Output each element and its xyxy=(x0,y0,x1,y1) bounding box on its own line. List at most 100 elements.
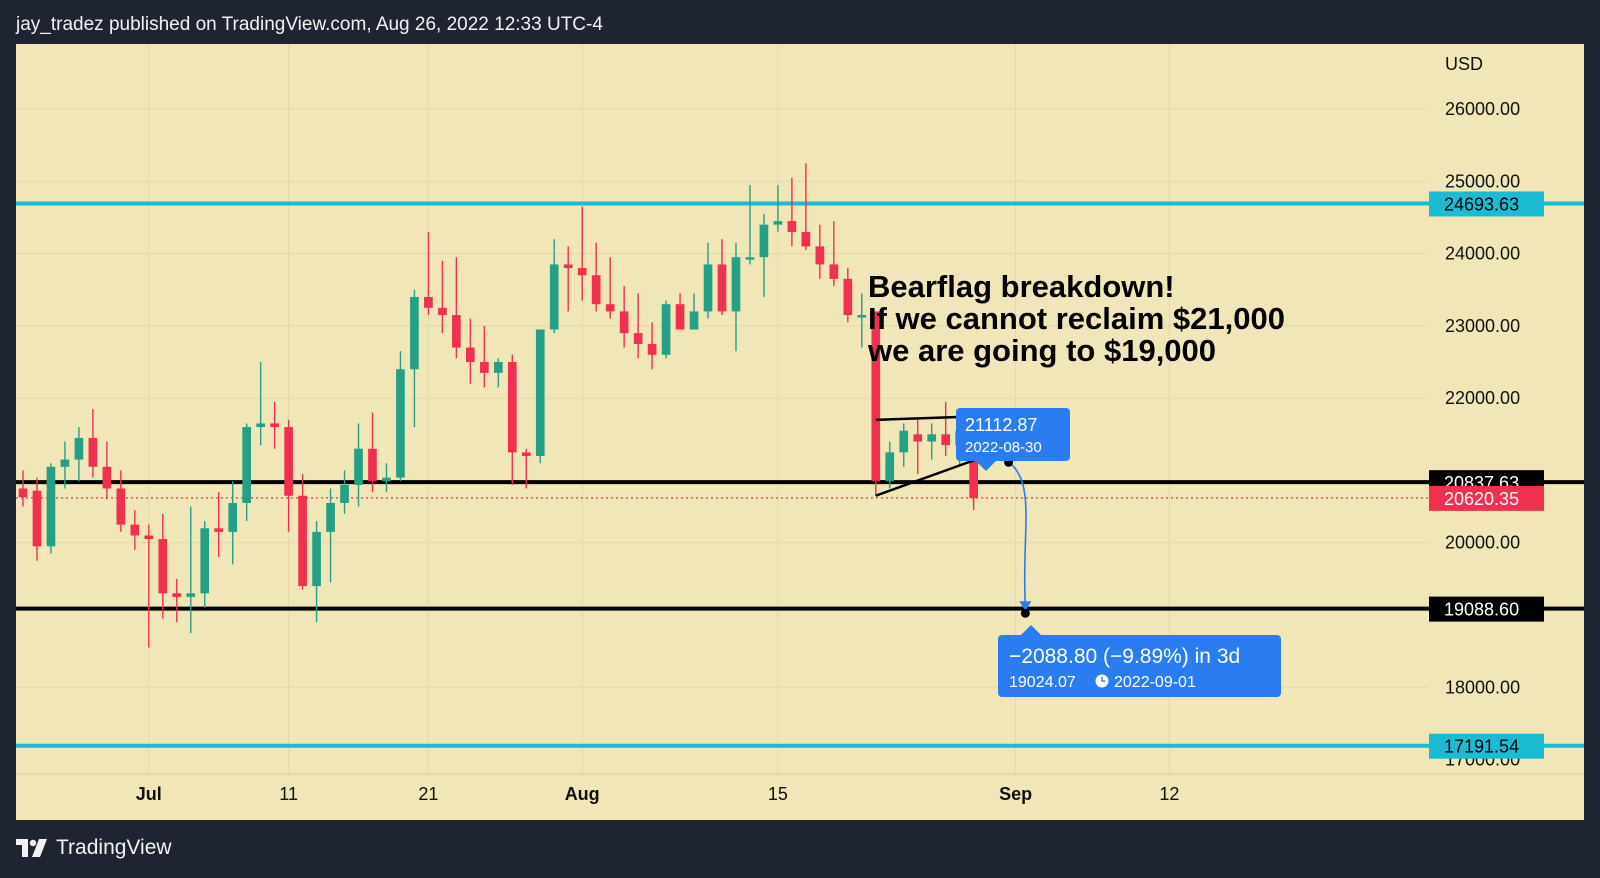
candle[interactable] xyxy=(591,242,601,312)
candle[interactable] xyxy=(60,441,70,489)
candle[interactable] xyxy=(214,492,224,558)
candle-body xyxy=(717,264,727,312)
candle-body xyxy=(633,333,643,344)
candle-body xyxy=(689,311,699,330)
candle[interactable] xyxy=(815,224,825,279)
bearflag-annotation[interactable]: Bearflag breakdown!If we cannot reclaim … xyxy=(867,269,1285,368)
candle-body xyxy=(899,430,909,453)
candle[interactable] xyxy=(493,358,503,388)
candle[interactable] xyxy=(102,441,112,500)
candle[interactable] xyxy=(703,242,713,319)
candle[interactable] xyxy=(647,322,657,370)
candle-body xyxy=(214,528,224,532)
candle[interactable] xyxy=(619,286,629,348)
candle[interactable] xyxy=(759,213,769,297)
candle[interactable] xyxy=(605,257,615,319)
projection-end-point[interactable] xyxy=(1020,608,1030,618)
candle-body xyxy=(438,307,447,316)
candle[interactable] xyxy=(801,163,811,250)
candle[interactable] xyxy=(787,177,797,247)
candle-body xyxy=(703,264,713,312)
candle[interactable] xyxy=(675,293,685,330)
candle[interactable] xyxy=(633,293,643,359)
candle[interactable] xyxy=(549,239,559,334)
candle-body xyxy=(591,275,601,305)
candle[interactable] xyxy=(200,521,210,608)
price-level-label: 17191.54 xyxy=(1444,737,1519,757)
candle[interactable] xyxy=(74,427,84,482)
candle[interactable] xyxy=(885,441,895,489)
x-tick-label: Jul xyxy=(136,784,162,804)
candle[interactable] xyxy=(871,311,881,496)
candle[interactable] xyxy=(745,184,755,265)
candle[interactable] xyxy=(661,300,671,359)
candle[interactable] xyxy=(899,423,909,467)
candle[interactable] xyxy=(480,325,489,388)
candle[interactable] xyxy=(577,206,587,301)
candle-body xyxy=(605,304,615,312)
candle[interactable] xyxy=(857,293,867,348)
candle[interactable] xyxy=(340,470,349,514)
candle-body xyxy=(843,278,853,316)
candle-body xyxy=(256,423,265,428)
candle[interactable] xyxy=(270,401,279,449)
candle[interactable] xyxy=(452,257,461,359)
candle[interactable] xyxy=(18,470,28,507)
candle-body xyxy=(675,304,685,330)
footer-brand[interactable]: TradingView xyxy=(16,836,172,860)
candle[interactable] xyxy=(326,488,335,583)
candle-body xyxy=(577,268,587,276)
candle[interactable] xyxy=(717,239,727,316)
candle[interactable] xyxy=(144,524,154,648)
candle[interactable] xyxy=(354,423,363,507)
candle[interactable] xyxy=(256,362,265,446)
callout-change: −2088.80 (−9.89%) in 3d xyxy=(1009,645,1240,668)
candle[interactable] xyxy=(410,289,419,428)
candle-body xyxy=(759,224,769,258)
candle[interactable] xyxy=(228,481,238,565)
candle[interactable] xyxy=(116,470,126,532)
price-level-badge: 19088.60 xyxy=(1429,596,1544,622)
price-chart[interactable]: Bearflag breakdown!If we cannot reclaim … xyxy=(16,44,1584,820)
candle[interactable] xyxy=(941,401,951,456)
projection-start-callout[interactable]: 21112.87 2022-08-30 xyxy=(956,408,1070,471)
candle[interactable] xyxy=(466,318,475,384)
candle[interactable] xyxy=(563,246,573,312)
candle[interactable] xyxy=(396,351,405,482)
candle[interactable] xyxy=(507,354,517,485)
clock-icon xyxy=(1095,674,1109,688)
candle[interactable] xyxy=(438,260,447,334)
candle[interactable] xyxy=(521,448,531,489)
candle-body xyxy=(326,502,335,532)
candle[interactable] xyxy=(158,513,168,619)
candle-body xyxy=(116,488,126,525)
candle[interactable] xyxy=(284,419,293,532)
candle[interactable] xyxy=(130,510,140,550)
candle[interactable] xyxy=(424,231,433,316)
candle-body xyxy=(801,231,811,247)
candle[interactable] xyxy=(731,242,741,352)
candle[interactable] xyxy=(913,419,923,475)
candle[interactable] xyxy=(927,423,937,460)
candle[interactable] xyxy=(773,184,783,232)
candle[interactable] xyxy=(186,506,196,634)
candle[interactable] xyxy=(32,477,42,561)
candle[interactable] xyxy=(382,463,391,493)
candle-body xyxy=(661,304,671,355)
candle[interactable] xyxy=(535,329,545,464)
candle-body xyxy=(493,362,503,373)
candle[interactable] xyxy=(46,463,56,554)
candle[interactable] xyxy=(368,412,377,493)
projection-arrow-path xyxy=(1008,461,1027,608)
candle[interactable] xyxy=(242,423,252,522)
candle[interactable] xyxy=(88,409,98,478)
candle-body xyxy=(480,362,489,373)
candle[interactable] xyxy=(689,293,699,330)
candle[interactable] xyxy=(172,578,182,623)
projection-end-callout[interactable]: −2088.80 (−9.89%) in 3d 19024.07 2022-09-0… xyxy=(998,625,1281,697)
candle[interactable] xyxy=(298,474,307,590)
candle[interactable] xyxy=(312,521,321,623)
candle[interactable] xyxy=(829,221,839,287)
candle-body xyxy=(927,434,937,442)
candle[interactable] xyxy=(843,268,853,323)
